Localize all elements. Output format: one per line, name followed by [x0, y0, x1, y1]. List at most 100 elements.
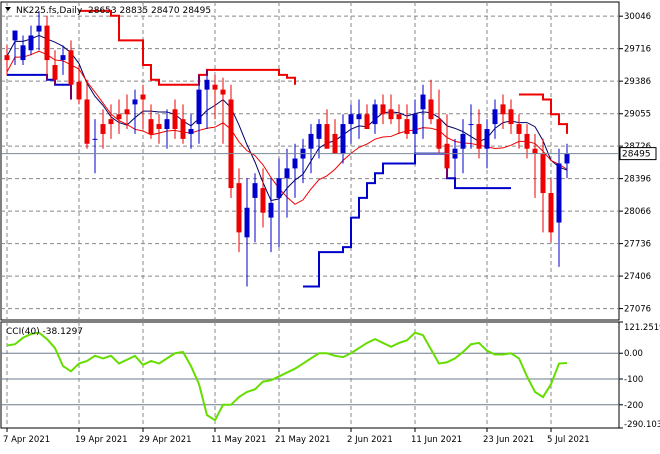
candle-body	[236, 183, 242, 233]
cci-series	[6, 331, 568, 422]
candle-body	[148, 119, 154, 134]
candle-body	[108, 119, 114, 125]
candle-body	[36, 25, 42, 32]
time-tick-label: 5 Jul 2021	[547, 435, 590, 445]
candle-body	[420, 94, 426, 110]
candle-body	[252, 183, 258, 198]
candle-body	[84, 99, 90, 144]
cci-tick-label: 121.2519	[624, 323, 660, 333]
time-tick-label: 7 Apr 2021	[3, 435, 50, 445]
candle-body	[468, 124, 474, 126]
price-tick-label: 27076	[624, 305, 651, 315]
cci-panel-frame[interactable]	[0, 321, 620, 429]
candle-body	[540, 153, 546, 193]
candle-body	[484, 129, 490, 149]
cci-line	[6, 331, 568, 422]
stop-level-red	[79, 9, 296, 86]
candle-body	[532, 148, 538, 154]
candle-body	[116, 114, 122, 120]
candle-body	[372, 104, 378, 125]
candle-body	[316, 124, 322, 139]
price-tick-label: 29055	[624, 110, 651, 120]
time-tick-label: 29 Apr 2021	[139, 435, 192, 445]
collapse-triangle-icon[interactable]	[5, 7, 11, 11]
symbol-label: NK225.fs,Daily	[16, 6, 83, 16]
candle-body	[524, 133, 530, 149]
time-tick-label: 21 May 2021	[275, 435, 330, 445]
candle-body	[508, 109, 514, 125]
time-tick-label: 2 Jun 2021	[347, 435, 393, 445]
candle-body	[412, 114, 418, 134]
candle-body	[244, 207, 250, 238]
grid-lines	[1, 2, 619, 428]
candle-body	[308, 133, 314, 149]
candle-body	[92, 138, 98, 140]
candle-body	[396, 114, 402, 120]
candle-body	[100, 124, 106, 134]
candle-body	[228, 99, 234, 189]
candle-body	[76, 81, 82, 100]
stop-level-blue	[303, 152, 511, 288]
candle-body	[356, 114, 362, 120]
price-tick-label: 29386	[624, 77, 651, 87]
candle-body	[348, 114, 354, 125]
stop-level-red	[519, 93, 568, 134]
price-axis: 3004629716293862905528726283962806627736…	[619, 12, 651, 315]
candle-body	[404, 119, 410, 134]
candle-body	[324, 124, 330, 149]
price-tick-label: 30046	[624, 12, 651, 22]
ohlc-readout: 28653 28835 28470 28495	[88, 6, 211, 16]
candlesticks	[4, 10, 570, 287]
candle-body	[196, 89, 202, 125]
price-tick-label: 28066	[624, 207, 651, 217]
candle-body	[428, 99, 434, 120]
candle-body	[436, 119, 442, 149]
candle-body	[500, 104, 506, 115]
price-panel-frame[interactable]	[0, 1, 620, 321]
price-tick-label: 28396	[624, 175, 651, 185]
candle-body	[284, 168, 290, 179]
cci-tick-label: -100	[624, 375, 643, 385]
current-price-label: 28495	[622, 150, 651, 160]
candle-body	[460, 133, 466, 149]
candle-body	[188, 129, 194, 134]
candle-body	[156, 124, 162, 130]
candle-body	[292, 158, 298, 169]
time-tick-label: 11 Jun 2021	[411, 435, 462, 445]
candle-body	[28, 35, 34, 51]
candle-body	[20, 45, 26, 61]
candle-body	[60, 55, 66, 61]
cci-tick-label: -290.1030	[624, 420, 660, 430]
candle-body	[180, 119, 186, 139]
candle-body	[268, 202, 274, 218]
candle-body	[444, 143, 450, 169]
candle-body	[124, 109, 130, 115]
candle-body	[476, 124, 482, 149]
cci-tick-label: -200	[624, 401, 643, 411]
candle-body	[68, 50, 74, 85]
candle-body	[204, 79, 210, 90]
current-price-badge: 28495	[619, 147, 657, 161]
candle-body	[52, 65, 58, 80]
candle-body	[172, 109, 178, 130]
candle-body	[388, 109, 394, 120]
candle-body	[140, 94, 146, 100]
time-tick-label: 23 Jun 2021	[483, 435, 534, 445]
candle-body	[44, 25, 50, 61]
candle-body	[260, 188, 266, 213]
candle-body	[564, 153, 570, 164]
price-tick-label: 27736	[624, 240, 651, 250]
candle-body	[132, 99, 138, 105]
price-tick-label: 29716	[624, 45, 651, 55]
candle-body	[364, 114, 370, 130]
price-tick-label: 27406	[624, 272, 651, 282]
candle-body	[556, 163, 562, 223]
time-tick-label: 11 May 2021	[211, 435, 266, 445]
candle-body	[380, 104, 386, 115]
candle-body	[4, 55, 10, 61]
candle-body	[492, 109, 498, 125]
cci-tick-label: 0.00	[624, 349, 643, 359]
cci-axis: 121.2519 0.00 -100 -200 -290.1030	[619, 321, 660, 430]
